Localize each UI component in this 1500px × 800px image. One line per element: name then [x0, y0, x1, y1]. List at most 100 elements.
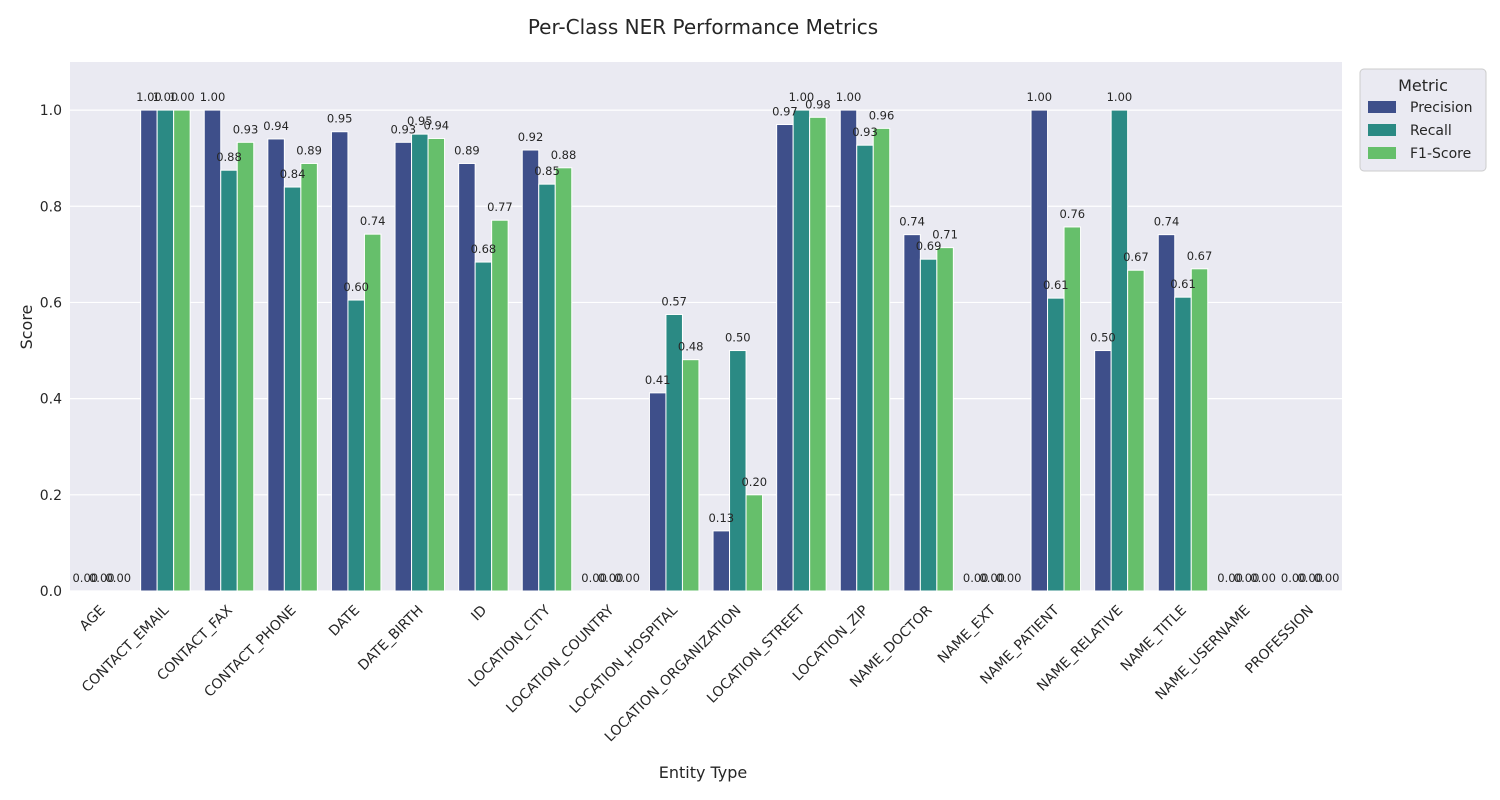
bar-value-label: 0.00: [996, 571, 1022, 585]
bar-precision-contact-fax: [203, 109, 222, 592]
bar-labels: 0.000.000.001.001.001.00 1.000.880.93 0.94…: [72, 90, 1339, 585]
bar-recall-name-relative: [1110, 109, 1129, 592]
bar-value-label: 1.00: [136, 90, 162, 104]
y-tick-label: 0.6: [40, 295, 62, 311]
bar-value-label: 0.85: [534, 164, 560, 178]
bar-value-label: 0.68: [471, 242, 497, 256]
bar-recall-name-doctor: [919, 258, 938, 592]
y-tick-label: 0.4: [40, 392, 62, 408]
y-tick-label: 1.0: [40, 103, 62, 119]
bar-recall-date: [347, 299, 365, 592]
bar-value-label: 1.00: [836, 90, 862, 104]
bar-value-label: 0.88: [551, 148, 577, 162]
bar-value-label: 0.95: [407, 114, 433, 128]
bar-precision-contact-email: [140, 109, 158, 592]
bar-precision-location-organization: [712, 530, 731, 592]
bar-value-label: 0.00: [105, 571, 131, 585]
x-tick-label: NAME_TITLE: [1118, 603, 1190, 675]
bar-precision-date-birth: [394, 141, 413, 592]
x-tick-label: LOCATION_HOSPITAL: [567, 602, 681, 716]
bar-value-label: 0.00: [598, 571, 624, 585]
bar-value-label: 0.93: [852, 125, 878, 139]
x-ticks: AGECONTACT_EMAILCONTACT_FAXCONTACT_PHONE…: [77, 602, 1317, 745]
bar-value-label: 0.00: [1297, 571, 1323, 585]
legend: Metric Precision Recall F1-Score: [1359, 68, 1487, 172]
bar-precision-location-zip: [839, 109, 858, 592]
bar-value-label: 0.61: [1043, 278, 1069, 292]
bar-value-label: 0.00: [1250, 571, 1276, 585]
legend-items: Precision Recall F1-Score: [1368, 100, 1472, 162]
bar-f1-score-location-hospital: [681, 359, 700, 592]
bar-f1-score-name-patient: [1063, 226, 1082, 592]
bar-value-label: 0.71: [932, 228, 958, 242]
legend-label: Precision: [1410, 100, 1472, 116]
x-tick-label: DATE_BIRTH: [355, 603, 426, 674]
bar-f1-score-date: [363, 233, 382, 592]
bar-value-label: 0.74: [360, 214, 386, 228]
bar-value-label: 0.60: [343, 280, 369, 294]
bar-value-label: 0.50: [1090, 331, 1116, 345]
bar-value-label: 0.50: [725, 331, 751, 345]
bar-recall-location-zip: [856, 144, 874, 592]
bar-recall-location-city: [538, 183, 556, 592]
bar-value-label: 0.89: [296, 143, 322, 157]
bar-f1-score-contact-phone: [300, 162, 318, 592]
bar-precision-name-patient: [1030, 109, 1049, 592]
bar-value-label: 0.93: [390, 122, 416, 136]
bar-recall-contact-fax: [220, 169, 238, 592]
x-tick-label: AGE: [77, 603, 109, 635]
bar-f1-score-id: [491, 219, 509, 592]
legend-label: F1-Score: [1410, 146, 1471, 162]
bar-f1-score-name-doctor: [936, 247, 954, 592]
plot-background: [70, 62, 1342, 591]
bar-value-label: 0.61: [1170, 277, 1196, 291]
bar-recall-contact-email: [156, 109, 175, 592]
bar-value-label: 0.77: [487, 200, 513, 214]
bar-value-label: 0.00: [89, 571, 115, 585]
bar-recall-location-street: [792, 109, 811, 592]
bar-value-label: 0.74: [899, 215, 925, 229]
bar-value-label: 0.97: [772, 105, 798, 119]
bar-value-label: 0.67: [1187, 249, 1213, 263]
bar-value-label: 1.00: [153, 90, 179, 104]
bar-value-label: 0.00: [1314, 571, 1340, 585]
bar-f1-score-name-title: [1190, 268, 1209, 592]
bar-value-label: 0.95: [327, 112, 353, 126]
bar-precision-name-doctor: [903, 234, 921, 592]
bar-value-label: 0.13: [708, 511, 734, 525]
bar-value-label: 0.00: [614, 571, 640, 585]
bar-value-label: 0.76: [1059, 207, 1085, 221]
bar-recall-date-birth: [411, 133, 429, 592]
bar-value-label: 0.69: [916, 239, 942, 253]
y-tick-label: 0.0: [40, 584, 62, 600]
bar-value-label: 0.00: [72, 571, 98, 585]
bar-f1-score-location-street: [809, 116, 827, 592]
bar-value-label: 0.67: [1123, 250, 1149, 264]
y-tick-label: 0.8: [40, 199, 62, 215]
bars: [140, 109, 1209, 592]
bar-f1-score-location-zip: [872, 127, 891, 592]
bar-value-label: 0.00: [963, 571, 989, 585]
bar-value-label: 0.88: [216, 150, 242, 164]
bar-precision-contact-phone: [267, 138, 285, 592]
bar-recall-name-patient: [1047, 297, 1065, 592]
bar-f1-score-location-organization: [745, 494, 764, 592]
bar-value-label: 0.89: [454, 143, 480, 157]
bar-value-label: 1.00: [789, 90, 815, 104]
legend-box: [1359, 68, 1487, 172]
bar-value-label: 0.98: [805, 97, 831, 111]
bar-precision-name-relative: [1094, 350, 1112, 592]
bar-value-label: 0.41: [645, 373, 671, 387]
bar-value-label: 1.00: [1107, 90, 1133, 104]
bar-value-label: 0.00: [979, 571, 1005, 585]
bar-recall-id: [474, 261, 493, 592]
bar-precision-location-city: [521, 149, 540, 592]
bar-value-label: 0.57: [661, 294, 687, 308]
bar-f1-score-location-city: [554, 167, 573, 592]
bar-value-label: 0.96: [869, 108, 895, 122]
bar-value-label: 0.00: [1217, 571, 1243, 585]
bar-recall-location-hospital: [665, 313, 683, 592]
bar-value-label: 0.92: [518, 130, 544, 144]
y-ticks: 0.0 0.2 0.4 0.6 0.8 1.0: [40, 103, 62, 600]
